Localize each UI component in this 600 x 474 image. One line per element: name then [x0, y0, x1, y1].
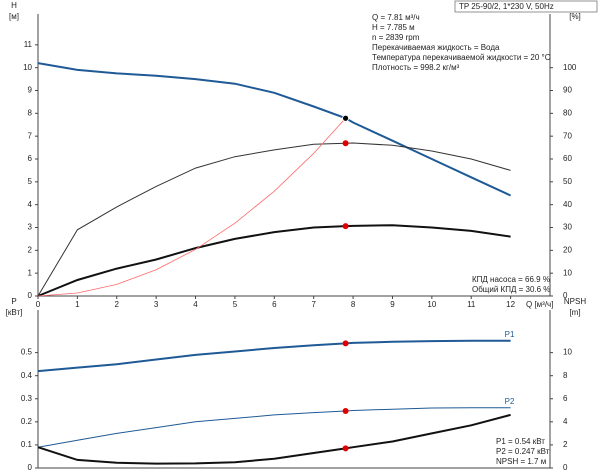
y-tick-label: 4 [28, 200, 33, 209]
y2-tick-label: 6 [563, 394, 568, 403]
y2-tick-label: 10 [563, 348, 572, 357]
curve-label: P1 [505, 330, 515, 339]
info-line: H = 7.785 м [372, 23, 415, 32]
curve [37, 62, 512, 197]
y2-tick-label: 2 [563, 440, 568, 449]
y2-tick-label: 50 [563, 177, 572, 186]
x-tick-label: 2 [115, 300, 120, 309]
y-tick-label: 0.3 [21, 394, 33, 403]
y-tick-label: 5 [28, 177, 33, 186]
y-tick-label: 0.2 [21, 417, 33, 426]
x-tick-label: 11 [467, 300, 476, 309]
y-tick-label: 11 [24, 40, 33, 49]
curve [37, 117, 346, 297]
y2-tick-label: 100 [563, 63, 577, 72]
y2-tick-label: 90 [563, 86, 572, 95]
duty-point [342, 223, 349, 230]
y-tick-label: 8 [28, 108, 33, 117]
duty-point [342, 340, 349, 347]
y2-tick-label: 0 [563, 463, 568, 472]
duty-point [342, 408, 349, 414]
y2-axis-label: [%] [569, 12, 581, 21]
y-tick-label: 0.4 [21, 371, 33, 380]
y2-tick-label: 8 [563, 371, 568, 380]
curve [37, 142, 511, 297]
y-tick-label: 6 [28, 154, 33, 163]
x-tick-label: 5 [233, 300, 238, 309]
y-tick-label: 0.5 [21, 348, 33, 357]
x-tick-label: 8 [351, 300, 356, 309]
y-axis-label: [кВт] [6, 308, 23, 317]
x-tick-label: 12 [506, 300, 515, 309]
duty-point [342, 114, 349, 122]
note-line: КПД насоса = 66.9 % [472, 275, 550, 284]
y-tick-label: 10 [23, 63, 32, 72]
note-line: P1 = 0.54 кВт [496, 437, 545, 446]
y-tick-label: 7 [28, 131, 33, 140]
y-tick-label: 2 [28, 245, 33, 254]
curve [37, 413, 511, 465]
curve-label: P2 [505, 397, 515, 406]
duty-point [342, 445, 349, 452]
y2-axis-label: NPSH [564, 297, 586, 306]
y-tick-label: 1 [28, 268, 33, 277]
y-tick-label: 0 [28, 463, 33, 472]
note-line: Общий КПД = 30.6 % [472, 285, 550, 294]
y2-tick-label: 10 [563, 268, 572, 277]
x-tick-label: 1 [75, 300, 80, 309]
x-tick-label: 3 [154, 300, 159, 309]
y2-tick-label: 0 [563, 291, 568, 300]
info-line: Перекачиваемая жидкость = Вода [372, 43, 500, 52]
y2-tick-label: 4 [563, 417, 568, 426]
curve [37, 339, 511, 373]
duty-point [342, 140, 349, 147]
curve [37, 224, 511, 297]
note-line: P2 = 0.247 кВт [496, 447, 550, 456]
x-tick-label: 10 [427, 300, 436, 309]
y-tick-label: 9 [28, 86, 33, 95]
info-line: n = 2839 rpm [372, 33, 420, 42]
y2-tick-label: 80 [563, 108, 572, 117]
y-tick-label: 0.1 [21, 440, 33, 449]
info-line: Температура перекачиваемой жидкости = 20… [372, 53, 551, 62]
y-axis-label: H [11, 1, 17, 10]
x-tick-label: 0 [36, 300, 41, 309]
title-box [454, 0, 598, 13]
title: TP 25-90/2, 1*230 V, 50Hz [459, 2, 554, 11]
info-line: Q = 7.81 м³/ч [372, 13, 420, 22]
x-axis-label: Q [м³/ч] [526, 300, 553, 309]
curve [37, 407, 511, 448]
x-tick-label: 7 [311, 300, 316, 309]
x-tick-label: 9 [390, 300, 395, 309]
y-tick-label: 0 [28, 291, 33, 300]
y2-tick-label: 20 [563, 245, 572, 254]
y-axis-label: [м] [9, 12, 19, 21]
y2-tick-label: 70 [563, 131, 572, 140]
y2-tick-label: 40 [563, 200, 572, 209]
x-tick-label: 6 [272, 300, 277, 309]
y2-tick-label: 30 [563, 223, 572, 232]
info-line: Плотность = 998.2 кг/м³ [372, 63, 460, 72]
y2-axis-label: [m] [569, 308, 580, 317]
y-tick-label: 3 [28, 223, 33, 232]
y-axis-label: P [11, 297, 16, 306]
note-line: NPSH = 1.7 м [496, 457, 546, 466]
x-tick-label: 4 [193, 300, 198, 309]
y2-tick-label: 60 [563, 154, 572, 163]
